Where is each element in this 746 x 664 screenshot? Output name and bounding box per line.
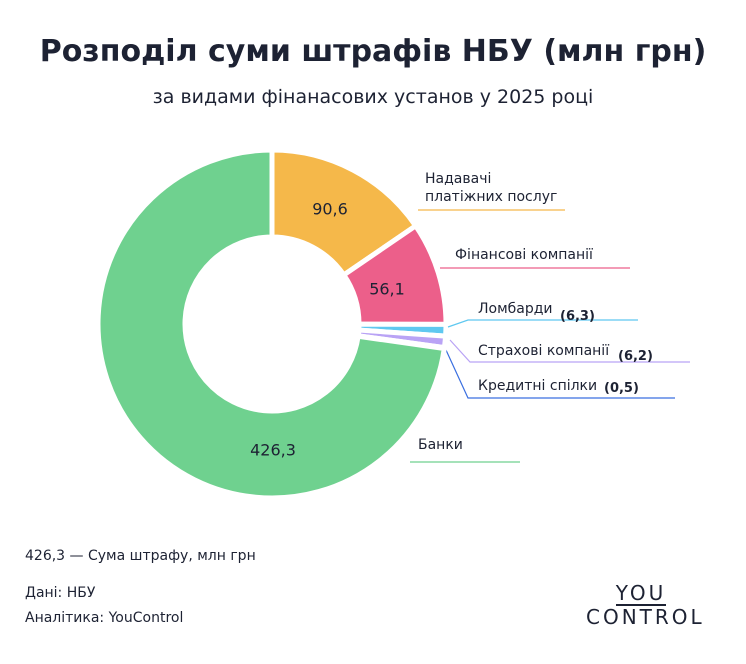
logo-top: YOU — [615, 581, 667, 606]
value-label: 426,3 — [250, 440, 296, 460]
chart-subtitle: за видами фінанасових установ у 2025 роц… — [152, 86, 594, 108]
value-label: (0,5) — [604, 381, 639, 396]
analytics: Аналітика: YouControl — [25, 610, 184, 626]
value-label: (6,2) — [618, 349, 653, 364]
donut-slice — [95, 147, 447, 501]
logo: YOU CONTROL — [586, 581, 705, 629]
slice-label: Банки — [418, 437, 463, 453]
value-label: 90,6 — [312, 199, 348, 219]
chart-title: Розподіл суми штрафів НБУ (млн грн) — [39, 34, 707, 69]
source: Дані: НБУ — [25, 585, 96, 601]
leader-line — [445, 349, 675, 399]
slice-label: Ломбарди — [478, 301, 553, 317]
note: 426,3 — Сума штрафу, млн грн — [25, 548, 256, 564]
donut-slice — [269, 147, 419, 278]
slice-label: Кредитні спілки — [478, 378, 598, 394]
slice-label: Надавачі платіжних послуг — [425, 171, 558, 205]
logo-bottom: CONTROL — [586, 605, 705, 629]
leader-line — [449, 339, 690, 363]
value-label: (6,3) — [560, 309, 595, 324]
slice-label: Страхові компанії — [478, 343, 610, 359]
leader-line — [447, 319, 638, 328]
value-label: 56,1 — [369, 279, 405, 299]
slice-label: Фінансові компанії — [455, 247, 593, 263]
